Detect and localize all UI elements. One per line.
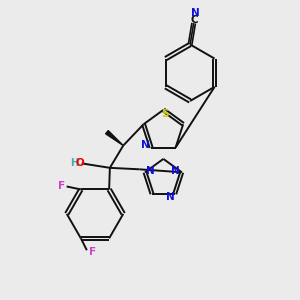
Text: N: N xyxy=(146,166,155,176)
Text: F: F xyxy=(89,247,96,257)
Text: H: H xyxy=(70,158,78,168)
Text: N: N xyxy=(141,140,150,150)
Text: C: C xyxy=(190,15,198,25)
Text: O: O xyxy=(75,158,84,168)
Text: N: N xyxy=(166,192,175,203)
Polygon shape xyxy=(106,130,123,146)
Text: F: F xyxy=(58,182,65,191)
Text: N: N xyxy=(171,166,180,176)
Text: S: S xyxy=(161,109,169,119)
Text: N: N xyxy=(191,8,200,18)
